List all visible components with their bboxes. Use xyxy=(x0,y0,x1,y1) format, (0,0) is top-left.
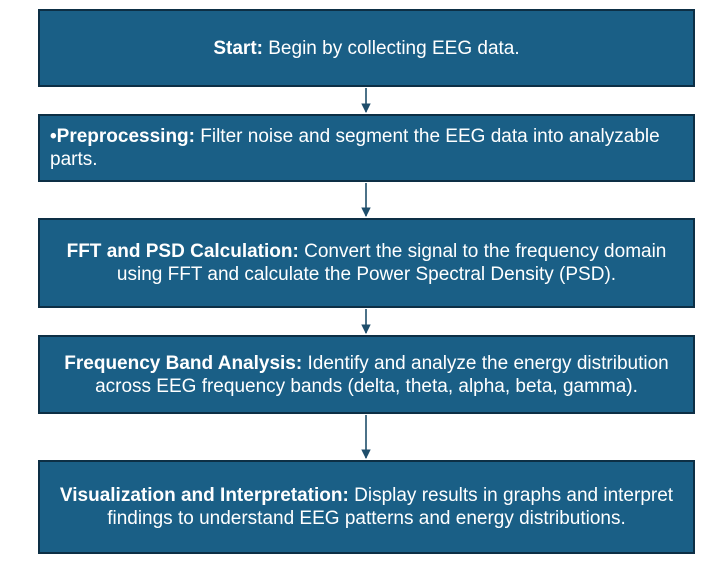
step-visualization-text: Visualization and Interpretation: Displa… xyxy=(50,484,683,530)
step-frequency-band-description: Identify and analyze the energy distribu… xyxy=(95,352,669,397)
step-visualization-separator: : xyxy=(342,485,349,506)
step-preprocessing-box: •Preprocessing: Filter noise and segment… xyxy=(38,114,695,182)
step-frequency-band-text: Frequency Band Analysis: Identify and an… xyxy=(50,352,683,398)
step-preprocessing-title: Preprocessing xyxy=(56,126,189,147)
step-start-separator: : xyxy=(256,37,263,59)
step-preprocessing-separator: : xyxy=(188,126,195,147)
step-visualization-description: Display results in graphs and interpret … xyxy=(107,485,674,529)
step-preprocessing-bullet: • xyxy=(50,126,57,147)
step-start-title: Start xyxy=(213,37,257,59)
step-preprocessing-text: •Preprocessing: Filter noise and segment… xyxy=(50,125,683,171)
step-start-text: Start: Begin by collecting EEG data. xyxy=(213,37,519,60)
step-preprocessing-description: Filter noise and segment the EEG data in… xyxy=(50,126,660,170)
step-fft-psd-separator: : xyxy=(292,241,299,262)
step-fft-psd-title: FFT and PSD Calculation xyxy=(66,241,293,262)
step-start-box: Start: Begin by collecting EEG data. xyxy=(38,9,695,87)
step-frequency-band-separator: : xyxy=(295,352,303,374)
step-start-description: Begin by collecting EEG data. xyxy=(262,37,520,59)
step-fft-psd-box: FFT and PSD Calculation: Convert the sig… xyxy=(38,218,695,308)
step-visualization-box: Visualization and Interpretation: Displa… xyxy=(38,460,695,554)
step-visualization-title: Visualization and Interpretation xyxy=(59,485,343,506)
step-frequency-band-box: Frequency Band Analysis: Identify and an… xyxy=(38,335,695,414)
step-frequency-band-title: Frequency Band Analysis xyxy=(64,352,296,374)
step-fft-psd-description: Convert the signal to the frequency doma… xyxy=(116,241,667,285)
step-fft-psd-text: FFT and PSD Calculation: Convert the sig… xyxy=(50,240,683,286)
